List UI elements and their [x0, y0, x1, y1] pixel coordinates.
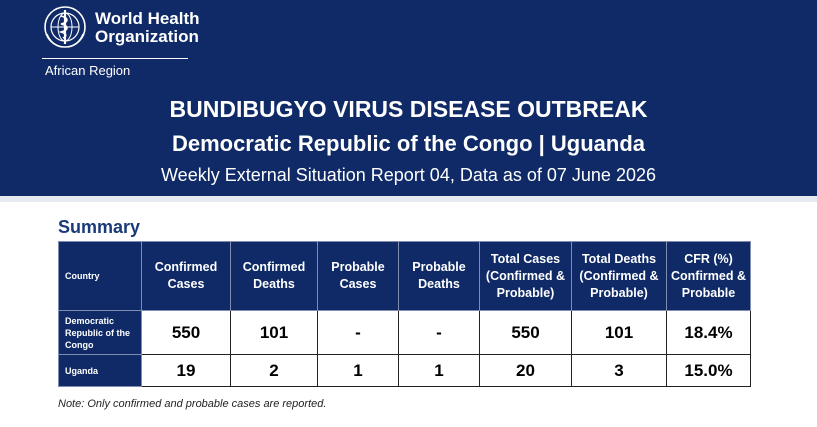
report-subtitle: Democratic Republic of the Congo | Uguan…: [171, 131, 646, 156]
col-header-country: Country: [58, 241, 142, 311]
total-cases-cell: 550: [479, 310, 572, 355]
total-cases-cell: 20: [479, 354, 572, 387]
table-header-row: Country Confirmed Cases Confirmed Deaths…: [58, 241, 751, 311]
probable-cases-cell: 1: [317, 354, 399, 387]
col-header-confirmed-deaths: Confirmed Deaths: [230, 241, 318, 311]
table-row: Uganda 19 2 1 1 20 3 15.0%: [58, 354, 751, 387]
header-banner: World Health Organization African Region…: [0, 0, 817, 196]
probable-cases-cell: -: [317, 310, 399, 355]
logo-divider: [42, 58, 188, 59]
col-header-total-cases: Total Cases (Confirmed & Probable): [479, 241, 572, 311]
cfr-cell: 15.0%: [666, 354, 751, 387]
cfr-cell: 18.4%: [666, 310, 751, 355]
col-header-probable-cases: Probable Cases: [317, 241, 399, 311]
col-header-probable-deaths: Probable Deaths: [398, 241, 480, 311]
banner-divider: [0, 196, 817, 202]
confirmed-cases-cell: 19: [141, 354, 231, 387]
col-header-cfr: CFR (%) Confirmed & Probable: [666, 241, 751, 311]
report-title: BUNDIBUGYO VIRUS DISEASE OUTBREAK: [169, 96, 648, 122]
report-date-line: Weekly External Situation Report 04, Dat…: [161, 165, 656, 185]
org-name-line1: World Health: [95, 9, 200, 28]
who-logo: World Health Organization African Region: [42, 4, 200, 78]
who-emblem-icon: [44, 6, 86, 48]
total-deaths-cell: 101: [571, 310, 667, 355]
org-name-line2: Organization: [95, 27, 199, 46]
table-row: Democratic Republic of the Congo 550 101…: [58, 310, 751, 355]
country-cell: Democratic Republic of the Congo: [58, 310, 142, 355]
col-header-confirmed-cases: Confirmed Cases: [141, 241, 231, 311]
summary-heading: Summary: [58, 217, 141, 237]
confirmed-deaths-cell: 101: [230, 310, 318, 355]
region-label: African Region: [45, 63, 131, 78]
probable-deaths-cell: -: [398, 310, 480, 355]
col-header-total-deaths: Total Deaths (Confirmed & Probable): [571, 241, 667, 311]
country-cell: Uganda: [58, 354, 142, 387]
confirmed-deaths-cell: 2: [230, 354, 318, 387]
confirmed-cases-cell: 550: [141, 310, 231, 355]
table-note: Note: Only confirmed and probable cases …: [58, 398, 327, 410]
summary-table: Country Confirmed Cases Confirmed Deaths…: [58, 241, 751, 387]
total-deaths-cell: 3: [571, 354, 667, 387]
probable-deaths-cell: 1: [398, 354, 480, 387]
